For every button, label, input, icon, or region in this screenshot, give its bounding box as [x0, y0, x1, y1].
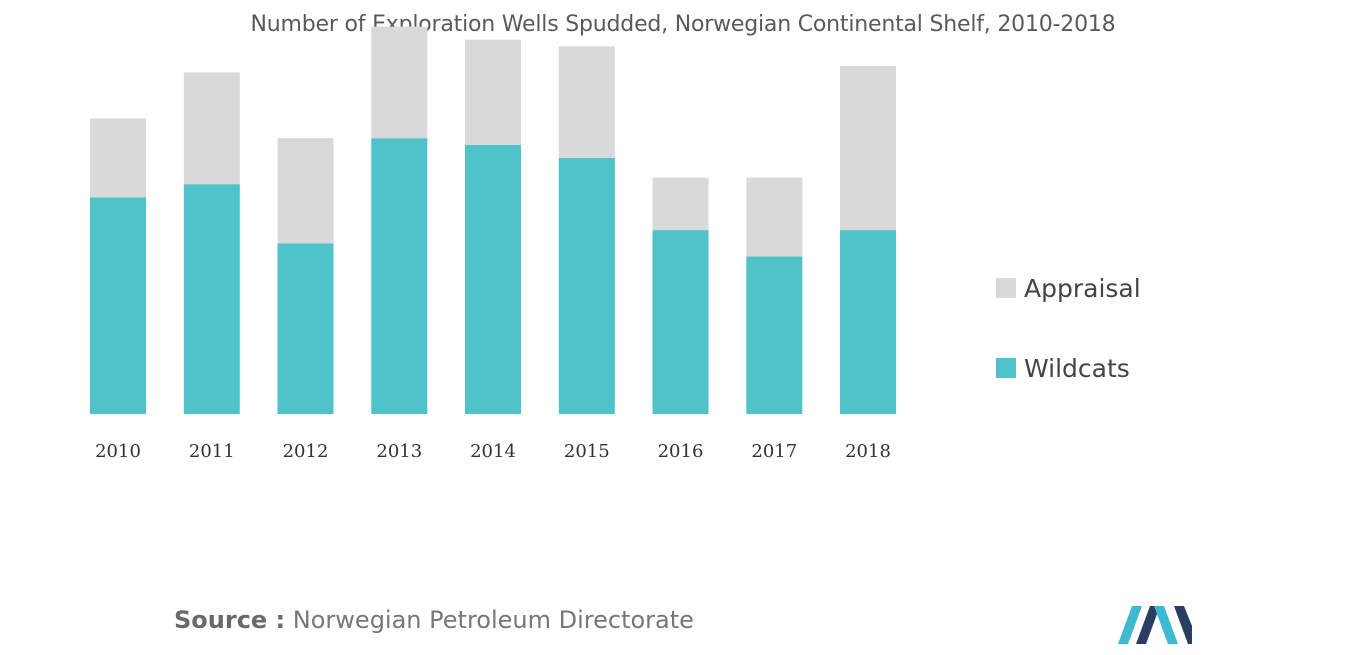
bar-appraisal-2017 — [746, 177, 803, 257]
legend-label-wildcats: Wildcats — [1024, 353, 1130, 383]
legend-item-appraisal: Appraisal — [996, 270, 1141, 306]
bar-appraisal-2011 — [183, 72, 240, 185]
bar-appraisal-2018 — [840, 66, 896, 231]
x-tick-label-2011: 2011 — [189, 441, 235, 462]
x-tick-label-2015: 2015 — [564, 441, 610, 462]
bar-appraisal-2015 — [558, 46, 615, 158]
legend: Appraisal Wildcats — [996, 270, 1141, 430]
bar-wildcats-2013 — [371, 138, 428, 414]
x-tick-label-2018: 2018 — [845, 441, 891, 462]
mordor-intelligence-logo-icon — [1118, 606, 1192, 644]
x-axis-ticks: 2010 2011 2012 2013 2014 2015 2016 2017 2018 — [95, 441, 891, 462]
x-tick-label-2014: 2014 — [470, 441, 516, 462]
x-tick-label-2010: 2010 — [95, 441, 141, 462]
bar-appraisal-2010 — [90, 118, 146, 198]
bar-wildcats-2011 — [183, 184, 240, 414]
legend-label-appraisal: Appraisal — [1024, 273, 1141, 303]
source-prefix: Source : — [174, 606, 286, 634]
bar-wildcats-2015 — [558, 157, 615, 414]
legend-swatch-appraisal — [996, 278, 1016, 298]
x-tick-label-2013: 2013 — [376, 441, 422, 462]
x-tick-label-2017: 2017 — [751, 441, 797, 462]
source-text: Norwegian Petroleum Directorate — [292, 606, 694, 634]
bar-wildcats-2012 — [277, 243, 334, 414]
legend-swatch-wildcats — [996, 358, 1016, 378]
source-note: Source : Norwegian Petroleum Directorate — [174, 606, 694, 634]
x-tick-label-2016: 2016 — [658, 441, 704, 462]
bar-wildcats-2014 — [465, 144, 521, 415]
x-tick-label-2012: 2012 — [283, 441, 329, 462]
bar-appraisal-2014 — [465, 39, 521, 145]
bar-appraisal-2012 — [277, 138, 334, 244]
bars-group — [90, 26, 896, 415]
bar-wildcats-2010 — [90, 197, 146, 414]
bar-wildcats-2016 — [652, 230, 709, 414]
legend-item-wildcats: Wildcats — [996, 350, 1141, 386]
bar-appraisal-2013 — [371, 26, 428, 139]
bar-appraisal-2016 — [652, 177, 709, 231]
bar-wildcats-2017 — [746, 256, 803, 414]
bar-wildcats-2018 — [840, 230, 896, 414]
